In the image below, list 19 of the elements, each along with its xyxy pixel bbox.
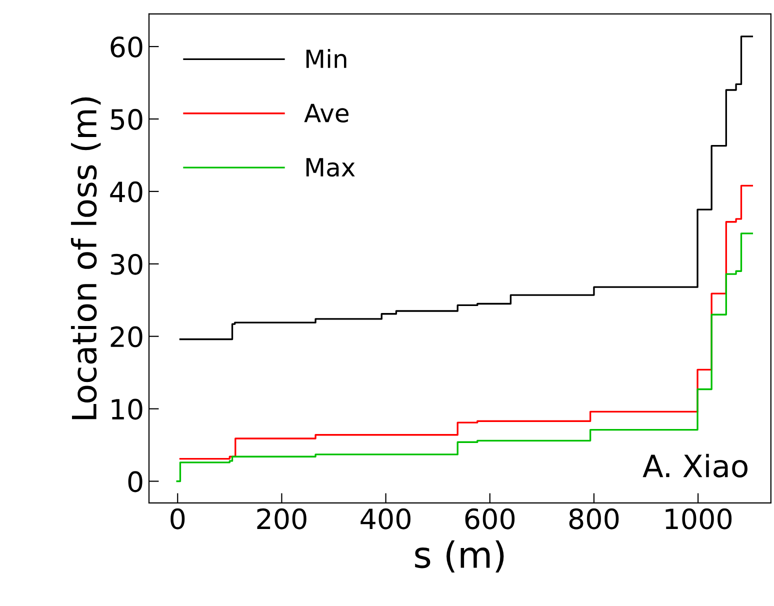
legend-label: Max: [306, 158, 355, 177]
legend-label: Min: [306, 48, 346, 68]
y-tick-label: 60: [110, 36, 142, 58]
x-tick-label: 600: [465, 508, 515, 530]
y-tick-label: 50: [110, 108, 142, 130]
x-tick-label: 0: [170, 508, 185, 530]
y-axis-title: Location of loss (m): [70, 97, 101, 420]
y-tick-label: 10: [112, 398, 142, 420]
legend-label: Ave: [304, 104, 348, 122]
x-tick-label: 400: [360, 508, 410, 530]
annotation: A. Xiao: [642, 454, 748, 478]
x-tick-label: 200: [257, 508, 306, 530]
x-tick-label: 1000: [666, 508, 732, 530]
y-tick-label: 30: [110, 254, 142, 275]
y-tick-label: 40: [110, 181, 142, 202]
y-tick-label: 20: [110, 326, 142, 348]
y-tick-label: 0: [128, 471, 142, 492]
x-axis-title: s (m): [415, 540, 504, 572]
x-tick-label: 800: [569, 508, 619, 530]
